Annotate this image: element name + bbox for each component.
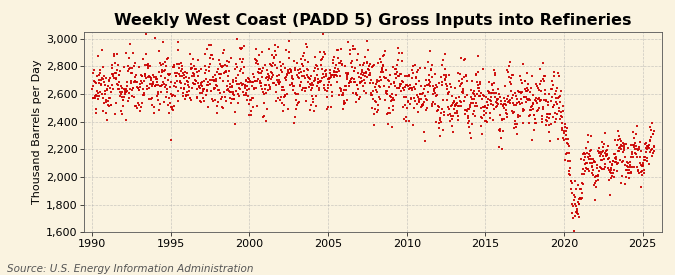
Title: Weekly West Coast (PADD 5) Gross Inputs into Refineries: Weekly West Coast (PADD 5) Gross Inputs … bbox=[114, 13, 632, 28]
Text: Source: U.S. Energy Information Administration: Source: U.S. Energy Information Administ… bbox=[7, 264, 253, 274]
Y-axis label: Thousand Barrels per Day: Thousand Barrels per Day bbox=[32, 60, 42, 204]
